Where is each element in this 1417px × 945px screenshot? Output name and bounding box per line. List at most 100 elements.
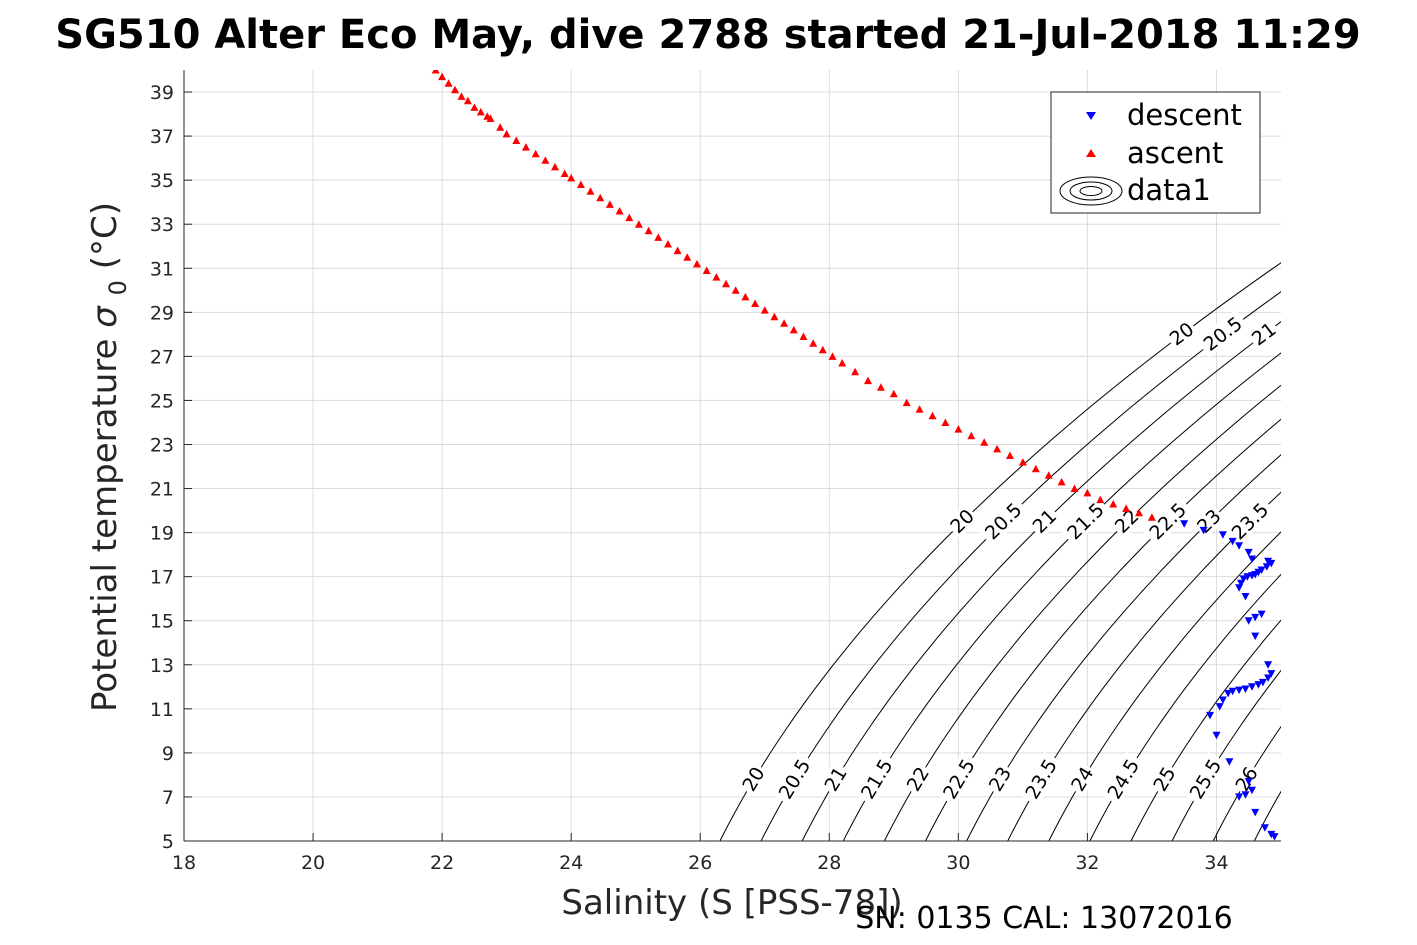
- ascent-point: [683, 253, 692, 261]
- ascent-point: [731, 286, 740, 294]
- descent-point: [1206, 711, 1214, 720]
- ascent-point: [634, 220, 643, 228]
- ascent-point: [1044, 471, 1053, 479]
- isopycnal-line: [1171, 669, 1281, 841]
- ascent-point: [531, 149, 540, 158]
- descent-point: [1239, 575, 1248, 583]
- legend: descent ascent data1: [1050, 91, 1261, 214]
- ascent-point: [457, 92, 466, 100]
- ascent-point: [1057, 477, 1066, 486]
- descent-point: [1228, 537, 1237, 546]
- x-tick-label: 24: [559, 852, 583, 874]
- descent-point: [1267, 559, 1276, 568]
- ascent-point: [1147, 513, 1156, 521]
- ascent-point: [980, 438, 989, 446]
- ascent-point: [438, 72, 447, 81]
- descent-point: [1264, 557, 1273, 566]
- ascent-point: [451, 85, 459, 94]
- descent-point: [1180, 520, 1189, 528]
- descent-point: [1241, 685, 1250, 693]
- descent-point: [1235, 542, 1244, 550]
- descent-point: [1264, 674, 1273, 682]
- legend-ascent-label: ascent: [1127, 136, 1223, 170]
- ascent-point: [567, 173, 576, 182]
- y-tick-label: 29: [150, 302, 174, 324]
- ascent-point: [967, 431, 976, 440]
- isopycnal-line: [966, 454, 1281, 841]
- ascent-point: [560, 169, 569, 177]
- descent-point: [1251, 808, 1260, 817]
- ascent-point: [470, 103, 479, 111]
- ascent-point: [1031, 464, 1040, 473]
- y-tick-label: 23: [150, 434, 174, 456]
- y-tick-label: 11: [150, 699, 174, 721]
- isopycnal-line: [842, 352, 1281, 841]
- y-tick-label: 15: [150, 611, 174, 633]
- ascent-point: [673, 246, 682, 255]
- descent-point: [1218, 531, 1227, 539]
- isopycnal-line: [1048, 531, 1281, 841]
- ascent-point: [993, 444, 1002, 453]
- descent-point: [1248, 683, 1256, 691]
- isopycnal-line: [801, 321, 1281, 841]
- ascent-point: [818, 345, 827, 354]
- legend-ascent-marker: [1086, 149, 1096, 157]
- descent-point: [1225, 758, 1234, 766]
- ascent-point: [702, 266, 711, 274]
- ascent-point: [712, 273, 721, 281]
- descent-point: [1257, 610, 1266, 619]
- descent-point: [1244, 778, 1253, 786]
- y-tick-label: 5: [162, 831, 174, 853]
- y-axis-label-symbol: σ: [85, 305, 125, 328]
- y-tick-label: 9: [162, 743, 174, 765]
- descent-point: [1270, 833, 1279, 841]
- ascent-point: [1083, 488, 1092, 497]
- ascent-point: [915, 405, 924, 413]
- descent-point: [1244, 617, 1253, 625]
- calibration-footer: SN: 0135 CAL: 13072016: [855, 901, 1233, 936]
- descent-point: [1244, 548, 1253, 557]
- ascent-point: [476, 107, 485, 116]
- ascent-point: [615, 207, 624, 215]
- legend-descent-label: descent: [1127, 98, 1242, 132]
- y-axis-label-subscript: 0: [104, 280, 132, 295]
- descent-point: [1241, 593, 1250, 601]
- y-axis-ticks: 5 7 9 11 13 15 17 19 21 23 25 27 29 31 33 35 37 39: [150, 82, 192, 853]
- descent-point: [1228, 687, 1237, 696]
- ascent-point: [741, 292, 750, 301]
- descent-point: [1267, 830, 1276, 839]
- x-axis-label: Salinity (S [PSS-78]): [561, 883, 902, 923]
- legend-box: [1050, 91, 1261, 214]
- x-tick-label: 30: [946, 852, 970, 874]
- y-tick-label: 17: [150, 567, 174, 589]
- ascent-point: [596, 193, 605, 202]
- ascent-point: [654, 233, 663, 241]
- y-tick-label: 25: [150, 390, 174, 412]
- ascent-point: [760, 306, 769, 314]
- ascent-point: [1096, 495, 1105, 504]
- ascent-point: [502, 129, 511, 138]
- descent-point: [1258, 678, 1267, 687]
- ascent-point: [463, 96, 472, 105]
- ascent-point: [864, 376, 872, 385]
- ascent-point: [693, 259, 701, 268]
- isopycnal-line: [1089, 573, 1281, 841]
- x-tick-label: 26: [688, 852, 712, 874]
- ascent-point: [486, 114, 495, 122]
- descent-point: [1199, 526, 1208, 535]
- descent-point: [1224, 689, 1233, 698]
- y-axis-label: Potential temperature σ 0 (°C): [85, 202, 132, 712]
- ascent-point: [625, 213, 634, 222]
- x-tick-label: 18: [172, 852, 196, 874]
- y-tick-label: 31: [150, 258, 174, 280]
- x-axis-ticks: 18 20 22 24 26 28 30 32 34: [172, 833, 1229, 874]
- descent-point: [1237, 579, 1245, 588]
- x-tick-label: 32: [1075, 852, 1099, 874]
- ascent-point: [1109, 500, 1118, 508]
- ascent-point: [664, 240, 672, 248]
- descent-point: [1241, 791, 1250, 799]
- y-tick-label: 37: [150, 126, 174, 148]
- ascent-point: [770, 312, 779, 321]
- ascent-point: [902, 398, 911, 407]
